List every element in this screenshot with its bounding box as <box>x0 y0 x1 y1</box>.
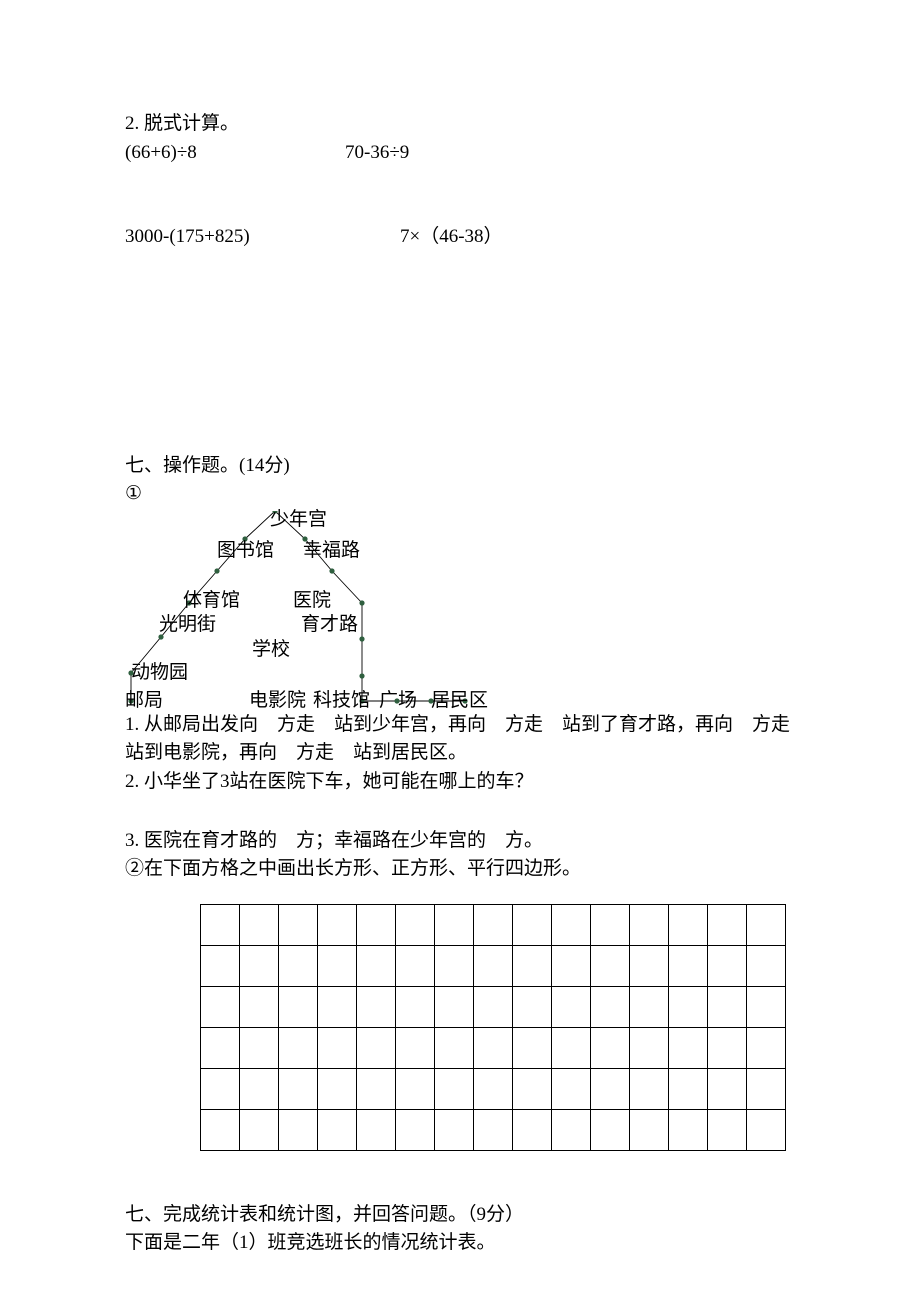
sec7a-q1: 1. 从邮局出发向 方走 站到少年宫，再向 方走 站到了育才路，再向 方走 站到… <box>125 711 795 768</box>
sec7b-heading: 七、完成统计表和统计图，并回答问题。（9分） <box>125 1201 795 1230</box>
expr-3: 3000-(175+825) <box>125 223 400 252</box>
sec7a-heading: 七、操作题。(14分) <box>125 452 795 481</box>
label-dianying: 电影院 <box>249 687 306 716</box>
sec7a-q2: 2. 小华坐了3站在医院下车，她可能在哪上的车？ <box>125 768 795 797</box>
expr-1: (66+6)÷8 <box>125 139 345 168</box>
route-diagram: 少年宫 图书馆 幸福路 体育馆 医院 光明街 育才路 学校 动物园 邮局 电影院… <box>125 511 795 711</box>
circle-2: ②在下面方格之中画出长方形、正方形、平行四边形。 <box>125 855 795 884</box>
sec7a-q3: 3. 医院在育才路的 方；幸福路在少年宫的 方。 <box>125 827 795 856</box>
q2-title: 2. 脱式计算。 <box>125 110 795 139</box>
label-tushu: 图书馆 <box>217 537 274 566</box>
label-keji: 科技馆 <box>313 687 370 716</box>
expr-2: 70-36÷9 <box>345 139 409 168</box>
circle-1: ① <box>125 480 795 509</box>
label-guangming: 光明街 <box>159 611 216 640</box>
expr-4: 7×（46-38） <box>400 223 503 252</box>
sec7b-line2: 下面是二年（1）班竞选班长的情况统计表。 <box>125 1229 795 1258</box>
drawing-grid <box>200 904 786 1151</box>
label-xingfu: 幸福路 <box>303 537 360 566</box>
label-dongwu: 动物园 <box>131 659 188 688</box>
label-jumin: 居民区 <box>431 687 488 716</box>
label-xuexiao: 学校 <box>252 636 290 665</box>
label-shaoniangong: 少年宫 <box>270 506 327 535</box>
label-guangchang: 广场 <box>379 687 417 716</box>
label-yucai: 育才路 <box>301 611 358 640</box>
label-youju: 邮局 <box>125 687 163 716</box>
